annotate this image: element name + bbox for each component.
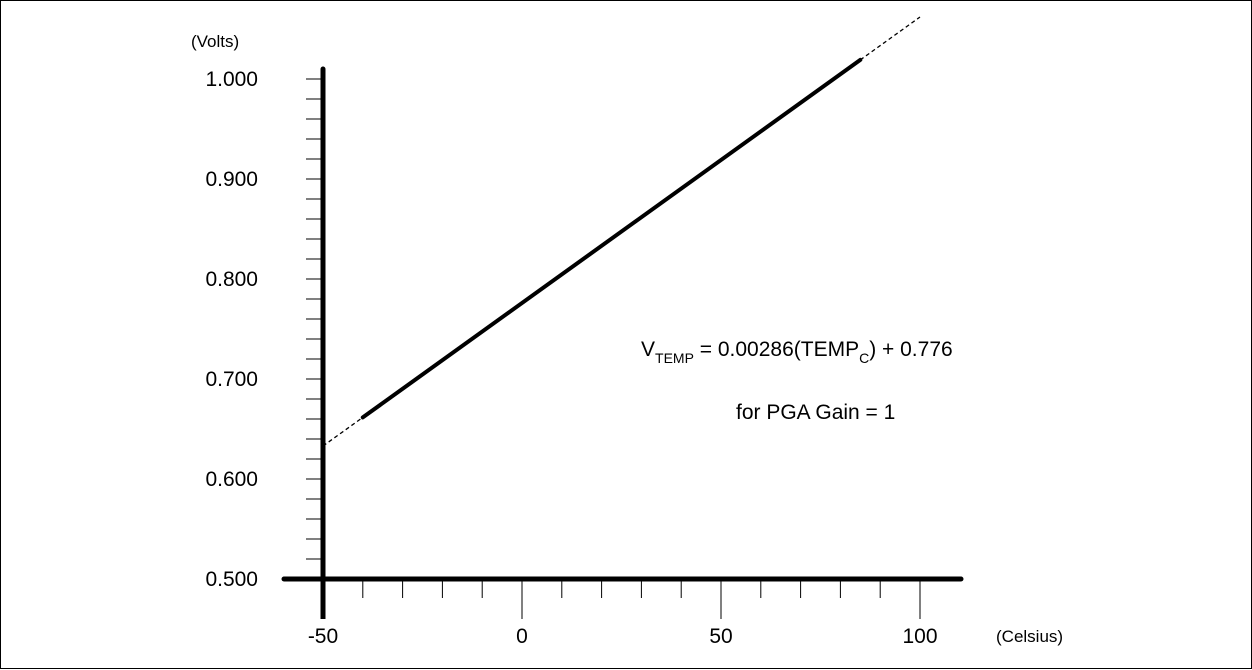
x-tick-label: 50 [709,625,732,648]
tick-labels: 0.500 0.600 0.700 0.800 0.900 1.000 -50 0 50 100 [205,68,937,648]
pga-gain-note: for PGA Gain = 1 [736,401,895,424]
equation-v: V [641,338,655,361]
series-line-dashed [859,16,921,61]
y-axis-label: (Volts) [191,32,239,51]
y-tick-label: 1.000 [205,68,258,91]
y-tick-label: 0.500 [205,568,258,591]
equation-end: ) + 0.776 [869,338,952,361]
equation-annotation: VTEMP = 0.00286(TEMPC) + 0.776 [641,338,953,366]
x-tick-label: -50 [308,625,338,648]
plot-lines [322,16,921,447]
y-tick-label: 0.600 [205,468,258,491]
equation-c-subscript: C [859,350,869,366]
axes [281,66,964,600]
series-line-dashed [322,416,364,447]
x-axis-label: (Celsius) [996,627,1063,646]
series-line-solid [360,57,863,420]
y-tick-label: 0.800 [205,268,258,291]
equation-v-subscript: TEMP [655,350,694,366]
x-tick-label: 0 [516,625,528,648]
equation-middle: = 0.00286(TEMP [694,338,859,361]
x-tick-label: 100 [902,625,937,648]
y-tick-label: 0.900 [205,168,258,191]
y-tick-label: 0.700 [205,368,258,391]
